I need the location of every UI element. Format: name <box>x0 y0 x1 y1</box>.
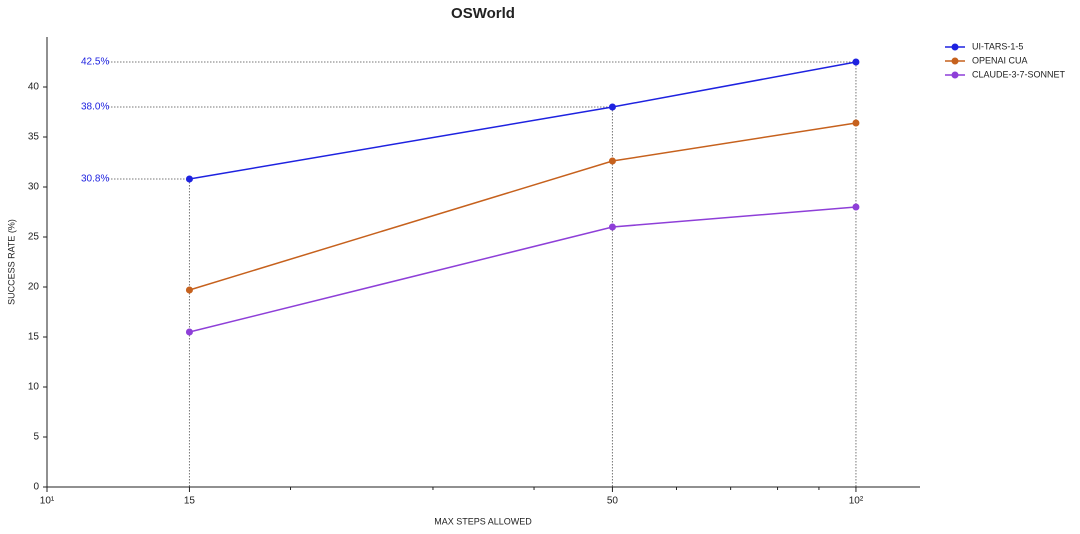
y-tick-label: 20 <box>28 282 40 293</box>
x-tick-label: 50 <box>607 496 619 507</box>
x-tick-label: 10² <box>849 496 864 507</box>
legend-label: CLAUDE-3-7-SONNET <box>972 69 1066 79</box>
point <box>852 119 860 127</box>
y-tick-label: 25 <box>28 232 40 243</box>
point <box>608 157 616 165</box>
legend-marker <box>951 71 959 79</box>
legend-marker <box>951 57 959 65</box>
series-line <box>189 61 857 180</box>
x-tick-label: 15 <box>184 496 196 507</box>
point <box>608 223 616 231</box>
value-label: 38.0% <box>81 102 109 113</box>
y-tick-label: 15 <box>28 332 40 343</box>
y-tick-label: 10 <box>28 382 40 393</box>
chart-title: OSWorld <box>451 5 515 22</box>
y-axis-label: SUCCESS RATE (%) <box>6 219 16 305</box>
y-tick-label: 35 <box>28 132 40 143</box>
series-line <box>189 206 857 333</box>
point <box>185 175 193 183</box>
y-tick-label: 30 <box>28 182 40 193</box>
x-tick-label: 10¹ <box>40 496 55 507</box>
series-line <box>189 122 857 291</box>
point <box>852 203 860 211</box>
point <box>852 58 860 66</box>
value-label: 30.8% <box>81 174 109 185</box>
x-axis-label: MAX STEPS ALLOWED <box>434 516 532 526</box>
value-label: 42.5% <box>81 57 109 68</box>
y-tick-label: 0 <box>33 482 39 493</box>
legend-label: UI-TARS-1-5 <box>972 41 1023 51</box>
point <box>608 103 616 111</box>
y-tick-label: 5 <box>33 432 39 443</box>
legend-label: OPENAI CUA <box>972 55 1028 65</box>
point <box>185 328 193 336</box>
legend-marker <box>951 43 959 51</box>
y-tick-label: 40 <box>28 82 40 93</box>
point <box>185 286 193 294</box>
